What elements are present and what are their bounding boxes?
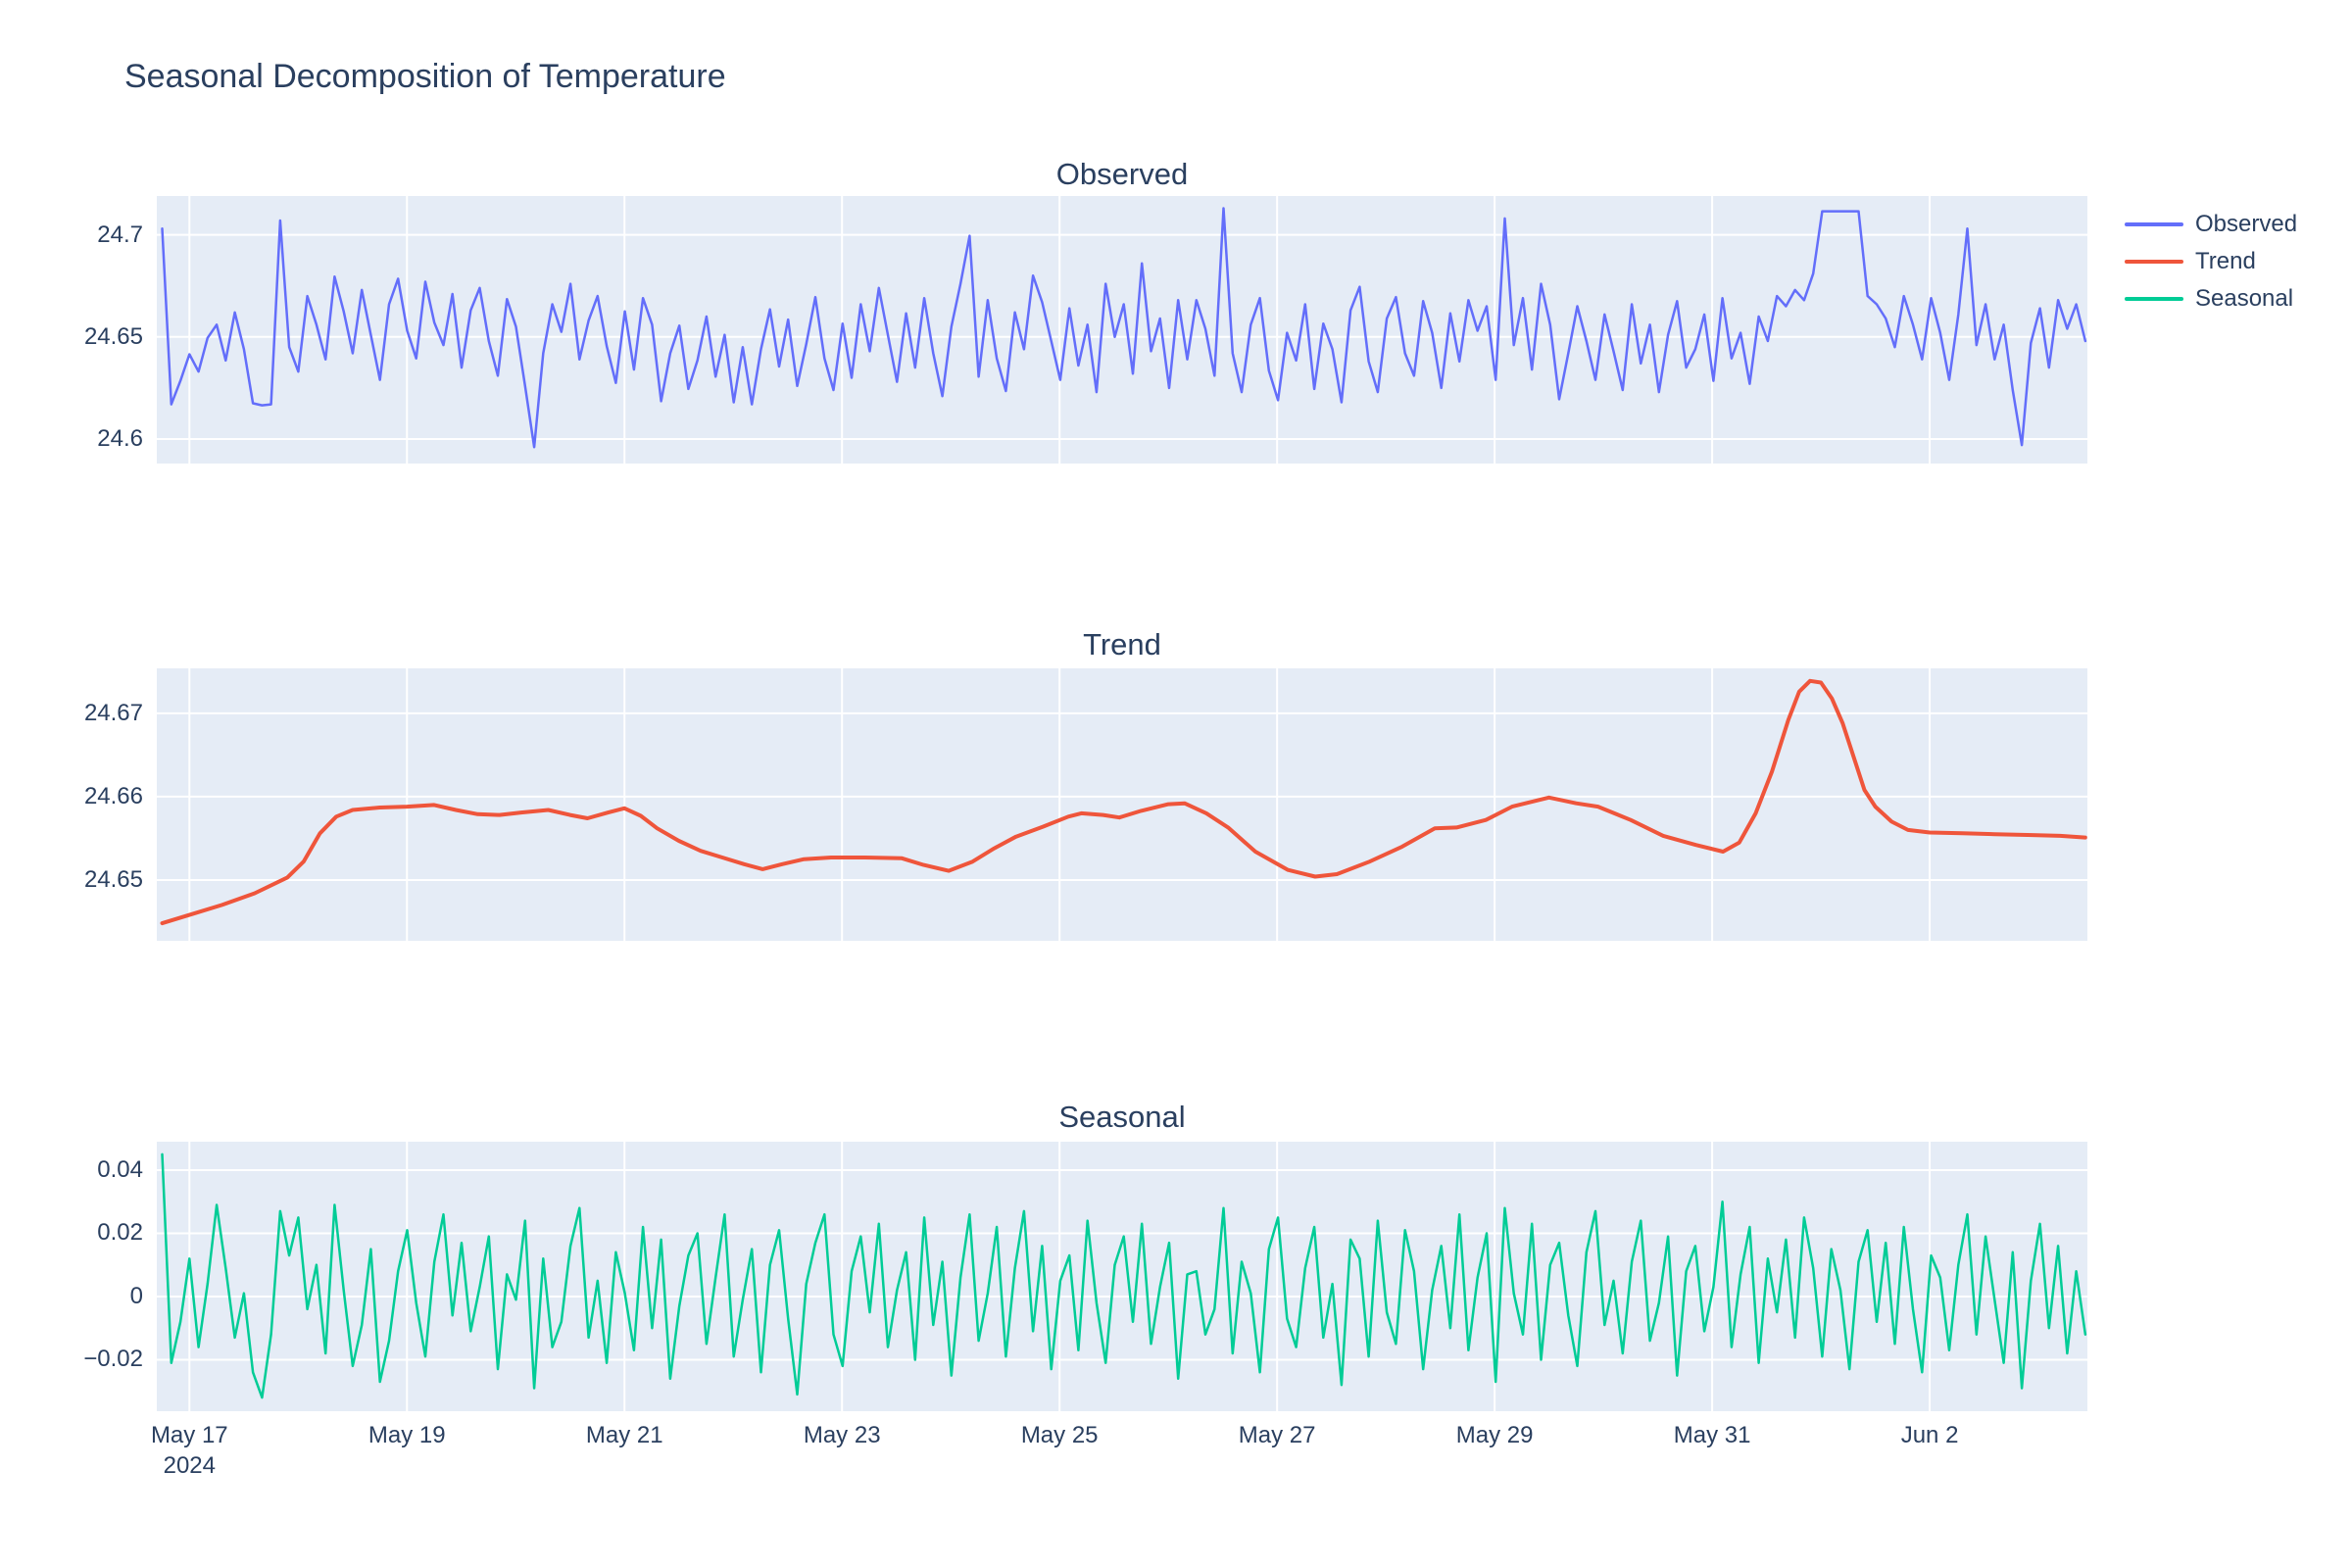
plot-area-trend[interactable]: 24.65 24.66 24.67	[84, 668, 2087, 941]
plot-area-observed[interactable]: 24.6 24.65 24.7	[84, 196, 2087, 464]
plot-area-seasonal[interactable]: −0.02 0 0.02 0.04 May 17 2024 May 19 May 21 May …	[83, 1142, 2087, 1479]
y-tick-label: 24.65	[83, 322, 143, 350]
x-tick-label: May 27	[1238, 1422, 1316, 1448]
legend-item-trend[interactable]: Trend	[2125, 243, 2297, 280]
legend-line-swatch-trend	[2125, 260, 2183, 264]
subplot-title-observed: Observed	[1055, 157, 1189, 191]
subplot-title-trend: Trend	[1083, 627, 1161, 662]
y-tick-label: 24.7	[97, 220, 143, 248]
legend-item-label: Observed	[2195, 211, 2298, 237]
y-tick-label: 24.6	[97, 424, 143, 452]
legend-line-swatch-seasonal	[2125, 297, 2183, 301]
y-tick-label: 0	[129, 1282, 143, 1309]
x-tick-label: May 21	[585, 1422, 663, 1448]
legend-item-seasonal[interactable]: Seasonal	[2125, 280, 2297, 318]
x-tick-label: May 23	[803, 1422, 881, 1448]
x-tick-label: May 31	[1673, 1422, 1751, 1448]
y-tick-label: 24.65	[83, 865, 143, 893]
x-tick-label: May 29	[1455, 1422, 1534, 1448]
legend: Observed Trend Seasonal	[2125, 206, 2297, 318]
x-tick-label: May 25	[1020, 1422, 1099, 1448]
y-tick-label: 24.67	[83, 699, 143, 726]
x-tick-label: Jun 2	[1900, 1422, 1959, 1448]
legend-item-label: Seasonal	[2195, 285, 2294, 312]
x-tick-label: May 17 2024	[111, 1420, 268, 1481]
y-tick-label: 0.02	[97, 1219, 143, 1247]
x-tick-label: May 19	[368, 1422, 446, 1448]
legend-item-observed[interactable]: Observed	[2125, 206, 2297, 243]
figure-title: Seasonal Decomposition of Temperature	[124, 58, 726, 95]
legend-line-swatch-observed	[2125, 222, 2183, 226]
x-tick-year-label: 2024	[163, 1452, 216, 1479]
seasonal-line	[161, 1152, 2087, 1399]
trend-line	[160, 678, 2087, 926]
observed-line	[161, 207, 2087, 449]
y-tick-label: −0.02	[83, 1346, 143, 1373]
subplot-title-seasonal: Seasonal	[1058, 1100, 1186, 1134]
y-tick-label: 0.04	[97, 1156, 143, 1183]
y-tick-label: 24.66	[83, 782, 143, 809]
legend-item-label: Trend	[2195, 248, 2256, 274]
